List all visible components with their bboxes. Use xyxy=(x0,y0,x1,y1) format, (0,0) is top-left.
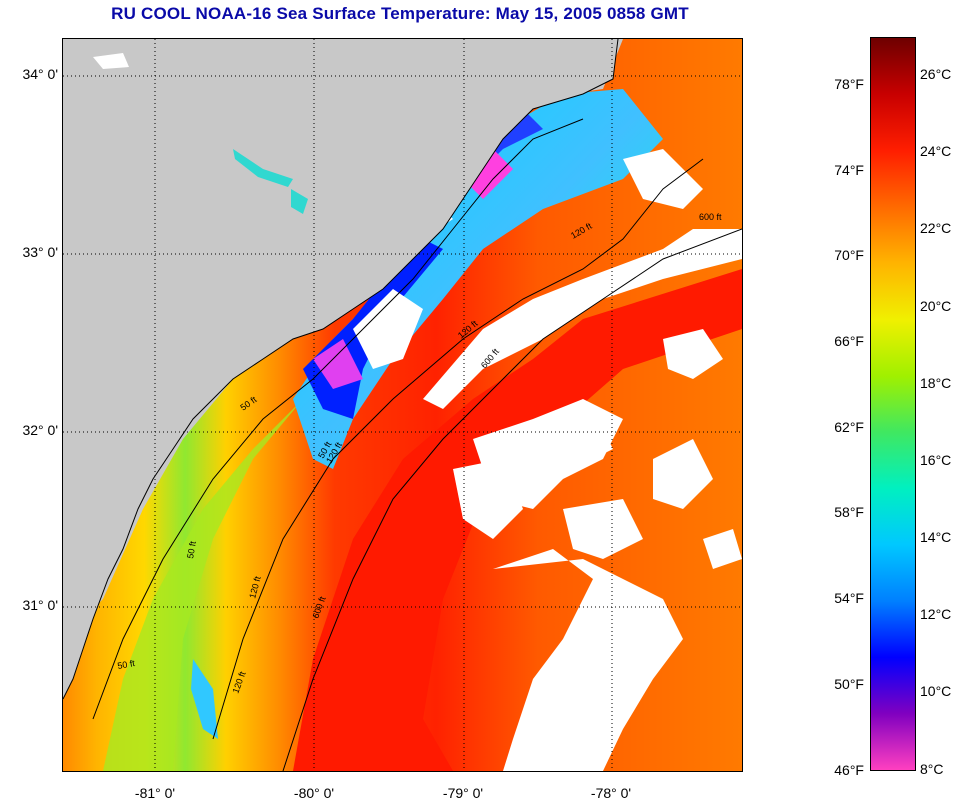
temperature-colorbar xyxy=(870,37,916,771)
coastline xyxy=(63,39,619,700)
latitude-label: 33° 0' xyxy=(22,244,58,260)
fahrenheit-label: 78°F xyxy=(834,76,864,92)
ocean-sst xyxy=(63,39,742,771)
gulf-stream-band xyxy=(293,269,742,771)
celsius-label: 18°C xyxy=(920,375,952,391)
north-magenta-patch xyxy=(463,149,513,199)
cloud-mask xyxy=(353,149,742,771)
fahrenheit-label: 46°F xyxy=(834,762,864,778)
fahrenheit-label: 74°F xyxy=(834,162,864,178)
longitude-label: -79° 0' xyxy=(442,785,484,801)
coastal-cyan-patch xyxy=(191,659,218,739)
celsius-label: 26°C xyxy=(920,66,952,82)
celsius-label: 24°C xyxy=(920,143,952,159)
cold-water-plume xyxy=(293,89,663,469)
sst-map-image: 50 ft 120 ft 600 ft 120 ft 600 ft 50 ft … xyxy=(63,39,742,771)
longitude-label: -81° 0' xyxy=(134,785,176,801)
map-title: RU COOL NOAA-16 Sea Surface Temperature:… xyxy=(111,4,689,23)
celsius-label: 14°C xyxy=(920,529,952,545)
isobath-label: 50 ft xyxy=(117,658,136,671)
isobath-label: 50 ft xyxy=(185,540,198,559)
isobaths xyxy=(92,118,742,771)
land-mass xyxy=(63,39,618,699)
celsius-label: 22°C xyxy=(920,220,952,236)
celsius-label: 20°C xyxy=(920,298,952,314)
latitude-label: 34° 0' xyxy=(22,66,58,82)
longitude-label: -78° 0' xyxy=(590,785,632,801)
sst-map[interactable]: 50 ft 120 ft 600 ft 120 ft 600 ft 50 ft … xyxy=(62,38,743,772)
fahrenheit-label: 58°F xyxy=(834,504,864,520)
celsius-label: 12°C xyxy=(920,606,952,622)
celsius-label: 10°C xyxy=(920,683,952,699)
fahrenheit-label: 66°F xyxy=(834,333,864,349)
inland-water-patch xyxy=(291,189,308,214)
coastal-cool-band xyxy=(103,399,303,771)
latitude-label: 31° 0' xyxy=(22,597,58,613)
inland-water-patch xyxy=(93,53,129,69)
isobath-label: 600 ft xyxy=(699,212,722,222)
celsius-label: 8°C xyxy=(920,761,944,777)
longitude-label: -80° 0' xyxy=(293,785,335,801)
cold-magenta xyxy=(313,339,363,389)
latitude-label: 32° 0' xyxy=(22,422,58,438)
inland-water-patch xyxy=(233,149,293,187)
fahrenheit-label: 54°F xyxy=(834,590,864,606)
fahrenheit-label: 70°F xyxy=(834,247,864,263)
celsius-label: 16°C xyxy=(920,452,952,468)
fahrenheit-label: 50°F xyxy=(834,676,864,692)
fahrenheit-label: 62°F xyxy=(834,419,864,435)
